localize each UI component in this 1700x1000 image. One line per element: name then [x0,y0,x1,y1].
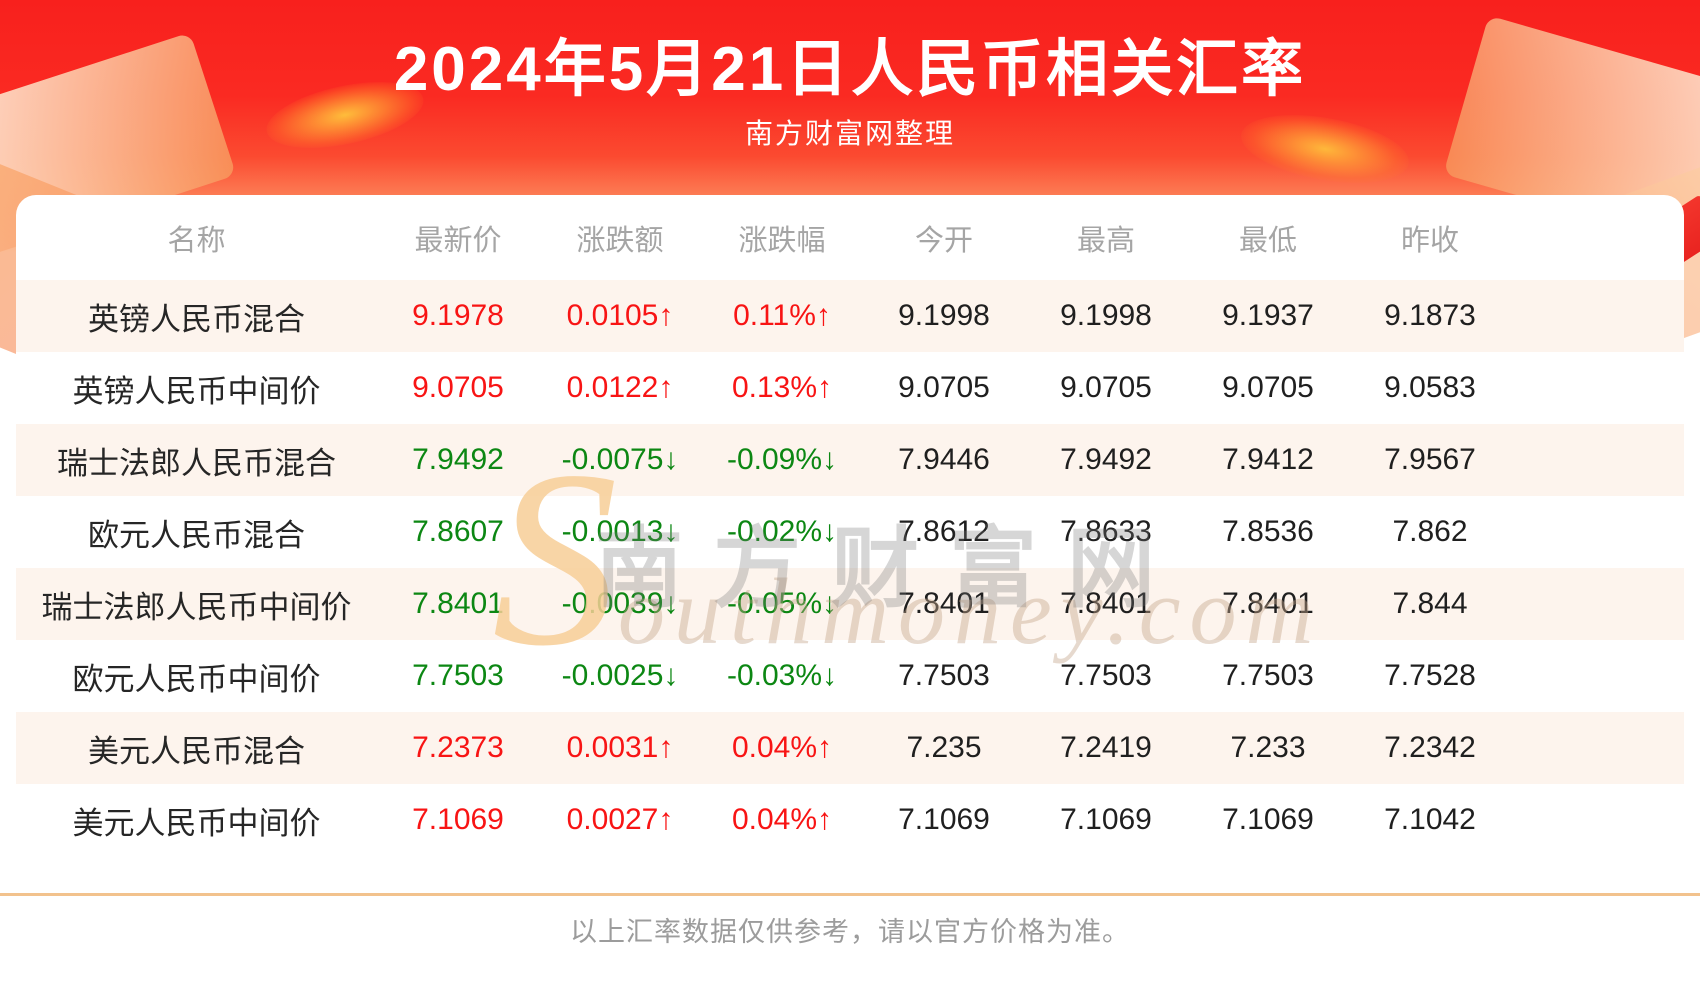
open-price: 7.7503 [898,659,990,692]
table-row: 美元人民币混合 7.2373 0.0031↑ 0.04%↑ 7.235 7.24… [16,712,1684,784]
change-percent: -0.05%↓ [726,587,838,620]
open-price: 7.1069 [898,803,990,836]
table-row: 瑞士法郎人民币混合 7.9492 -0.0075↓ -0.09%↓ 7.9446… [16,424,1684,496]
page-subtitle: 南方财富网整理 [744,118,955,149]
currency-pair-name: 瑞士法郎人民币混合 [57,445,336,481]
change-amount: -0.0025↓ [561,659,679,692]
low-price: 7.7503 [1222,659,1314,692]
column-header: 名称 [167,224,226,257]
high-price: 7.8633 [1060,515,1152,548]
open-price: 7.235 [906,731,982,764]
change-amount: 0.0122↑ [566,371,674,404]
low-price: 7.233 [1230,731,1306,764]
high-price: 7.8401 [1060,587,1152,620]
change-amount: 0.0031↑ [566,731,674,764]
table-body: 英镑人民币混合 9.1978 0.0105↑ 0.11%↑ 9.1998 9.1… [16,280,1684,856]
change-amount: 0.0105↑ [566,299,674,332]
change-amount: 0.0027↑ [566,803,674,836]
currency-pair-name: 欧元人民币中间价 [72,661,321,697]
high-price: 7.7503 [1060,659,1152,692]
latest-price: 7.9492 [412,443,504,476]
column-header: 昨收 [1400,224,1459,257]
low-price: 7.8401 [1222,587,1314,620]
table-row: 瑞士法郎人民币中间价 7.8401 -0.0039↓ -0.05%↓ 7.840… [16,568,1684,640]
change-percent: -0.02%↓ [726,515,838,548]
high-price: 7.9492 [1060,443,1152,476]
footer-divider [0,893,1700,896]
table-row: 英镑人民币混合 9.1978 0.0105↑ 0.11%↑ 9.1998 9.1… [16,280,1684,352]
latest-price: 7.2373 [412,731,504,764]
change-amount: -0.0013↓ [561,515,679,548]
change-percent: 0.04%↑ [731,731,833,764]
column-header: 涨跌额 [576,224,664,257]
table-row: 美元人民币中间价 7.1069 0.0027↑ 0.04%↑ 7.1069 7.… [16,784,1684,856]
latest-price: 7.7503 [412,659,504,692]
column-header: 最低 [1238,224,1297,257]
low-price: 9.1937 [1222,299,1314,332]
latest-price: 7.8401 [412,587,504,620]
currency-pair-name: 美元人民币混合 [88,733,305,769]
prev-close-price: 7.2342 [1384,731,1476,764]
change-percent: 0.04%↑ [731,803,833,836]
high-price: 7.1069 [1060,803,1152,836]
column-header: 今开 [914,224,973,257]
exchange-rate-table: 名称 最新价 涨跌额 涨跌幅 今开 最高 最低 昨收 英镑人民币混合 9.1978 0.010… [16,195,1684,856]
currency-pair-name: 英镑人民币混合 [88,301,305,337]
latest-price: 9.1978 [412,299,504,332]
currency-pair-name: 英镑人民币中间价 [72,373,321,409]
latest-price: 9.0705 [412,371,504,404]
high-price: 9.0705 [1060,371,1152,404]
page-title: 2024年5月21日人民币相关汇率 [393,35,1307,104]
change-amount: -0.0075↓ [561,443,679,476]
change-percent: -0.03%↓ [726,659,838,692]
open-price: 7.8401 [898,587,990,620]
table-row: 英镑人民币中间价 9.0705 0.0122↑ 0.13%↑ 9.0705 9.… [16,352,1684,424]
column-header: 最新价 [414,224,502,257]
column-header: 最高 [1076,224,1135,257]
table-row: 欧元人民币中间价 7.7503 -0.0025↓ -0.03%↓ 7.7503 … [16,640,1684,712]
column-header: 涨跌幅 [738,224,826,257]
prev-close-price: 7.844 [1392,587,1468,620]
open-price: 7.9446 [898,443,990,476]
change-percent: 0.13%↑ [731,371,833,404]
table-row: 欧元人民币混合 7.8607 -0.0013↓ -0.02%↓ 7.8612 7… [16,496,1684,568]
low-price: 7.1069 [1222,803,1314,836]
prev-close-price: 7.862 [1392,515,1468,548]
low-price: 7.9412 [1222,443,1314,476]
change-percent: 0.11%↑ [733,299,831,332]
table-header-row: 名称 最新价 涨跌额 涨跌幅 今开 最高 最低 昨收 [16,195,1684,280]
prev-close-price: 7.9567 [1384,443,1476,476]
change-percent: -0.09%↓ [726,443,838,476]
currency-pair-name: 瑞士法郎人民币中间价 [41,589,352,625]
prev-close-price: 9.1873 [1384,299,1476,332]
open-price: 7.8612 [898,515,990,548]
latest-price: 7.1069 [412,803,504,836]
prev-close-price: 9.0583 [1384,371,1476,404]
high-price: 7.2419 [1060,731,1152,764]
footer-disclaimer: 以上汇率数据仅供参考，请以官方价格为准。 [570,917,1130,947]
prev-close-price: 7.7528 [1384,659,1476,692]
prev-close-price: 7.1042 [1384,803,1476,836]
open-price: 9.0705 [898,371,990,404]
change-amount: -0.0039↓ [561,587,679,620]
open-price: 9.1998 [898,299,990,332]
latest-price: 7.8607 [412,515,504,548]
low-price: 9.0705 [1222,371,1314,404]
currency-pair-name: 欧元人民币混合 [88,517,305,553]
currency-pair-name: 美元人民币中间价 [72,805,321,841]
high-price: 9.1998 [1060,299,1152,332]
low-price: 7.8536 [1222,515,1314,548]
